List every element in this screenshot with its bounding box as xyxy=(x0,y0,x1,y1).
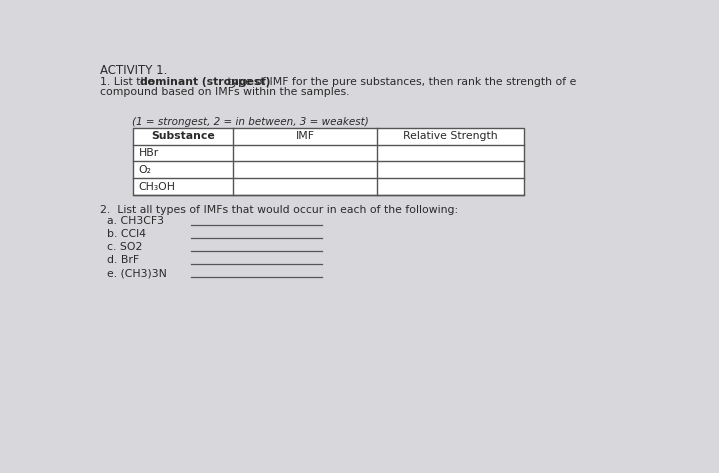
Text: Relative Strength: Relative Strength xyxy=(403,131,498,141)
Text: Substance: Substance xyxy=(151,131,215,141)
Text: dominant (strongest): dominant (strongest) xyxy=(140,77,270,87)
Text: HBr: HBr xyxy=(139,148,159,158)
Text: b. CCl4: b. CCl4 xyxy=(107,229,146,239)
Text: d. BrF: d. BrF xyxy=(107,255,139,265)
Text: compound based on IMFs within the samples.: compound based on IMFs within the sample… xyxy=(100,87,349,97)
Text: 2.  List all types of IMFs that would occur in each of the following:: 2. List all types of IMFs that would occ… xyxy=(100,205,458,215)
Text: type of IMF for the pure substances, then rank the strength of e: type of IMF for the pure substances, the… xyxy=(224,77,577,87)
Text: IMF: IMF xyxy=(296,131,314,141)
Text: c. SO2: c. SO2 xyxy=(107,242,142,252)
Text: 1. List the: 1. List the xyxy=(100,77,157,87)
Bar xyxy=(132,128,524,195)
Text: ACTIVITY 1.: ACTIVITY 1. xyxy=(100,64,168,78)
Text: (1 = strongest, 2 = in between, 3 = weakest): (1 = strongest, 2 = in between, 3 = weak… xyxy=(132,117,370,127)
Text: O₂: O₂ xyxy=(139,165,152,175)
Text: CH₃OH: CH₃OH xyxy=(139,182,175,192)
Text: a. CH3CF3: a. CH3CF3 xyxy=(107,216,164,226)
Text: e. (CH3)3N: e. (CH3)3N xyxy=(107,269,167,279)
